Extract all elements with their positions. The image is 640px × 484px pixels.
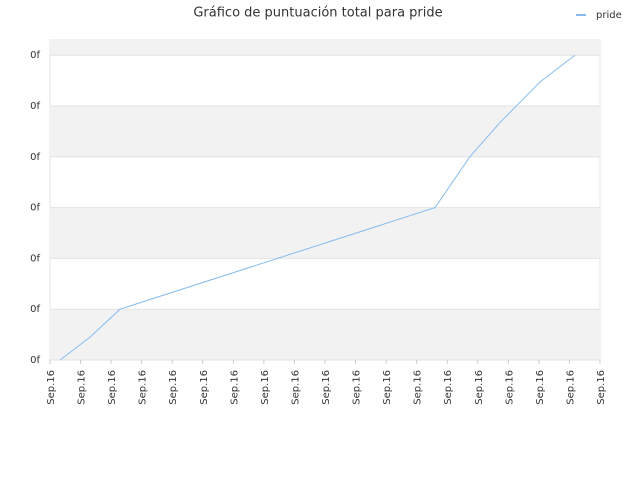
data-line — [59, 54, 576, 361]
plot-background — [49, 39, 601, 361]
y-tick-label: 0f — [30, 304, 40, 315]
y-tick-label: 0f — [30, 203, 40, 214]
x-tick-label: Sep.16 — [352, 370, 363, 405]
x-tick-label: Sep.16 — [413, 370, 424, 405]
legend-label: pride — [596, 10, 622, 21]
chart-title: Gráfico de puntuación total para pride — [193, 6, 442, 21]
y-tick-label: 0f — [30, 50, 40, 61]
x-tick-label: Sep.16 — [46, 370, 57, 405]
x-tick-label: Sep.16 — [565, 370, 576, 405]
y-tick-label: 0f — [30, 152, 40, 163]
x-tick-label: Sep.16 — [474, 370, 485, 405]
x-tick-label: Sep.16 — [382, 370, 393, 405]
x-tick-label: Sep.16 — [199, 370, 210, 405]
x-tick-label: Sep.16 — [504, 370, 515, 405]
y-tick-label: 0f — [30, 355, 40, 366]
x-tick-label: Sep.16 — [229, 370, 240, 405]
x-tick-label: Sep.16 — [260, 370, 271, 405]
x-tick-label: Sep.16 — [290, 370, 301, 405]
x-tick-label: Sep.16 — [596, 370, 607, 405]
x-tick-label: Sep.16 — [168, 370, 179, 405]
x-tick-label: Sep.16 — [321, 370, 332, 405]
grid-band — [50, 106, 600, 157]
x-tick-label: Sep.16 — [77, 370, 88, 405]
grid-band — [50, 309, 600, 360]
x-tick-label: Sep.16 — [107, 370, 118, 405]
x-tick-label: Sep.16 — [138, 370, 149, 405]
x-tick-label: Sep.16 — [443, 370, 454, 405]
grid-band — [50, 207, 600, 259]
y-tick-label: 0f — [30, 101, 40, 112]
y-tick-label: 0f — [30, 253, 40, 264]
grid-band — [50, 40, 600, 56]
x-tick-label: Sep.16 — [535, 370, 546, 405]
